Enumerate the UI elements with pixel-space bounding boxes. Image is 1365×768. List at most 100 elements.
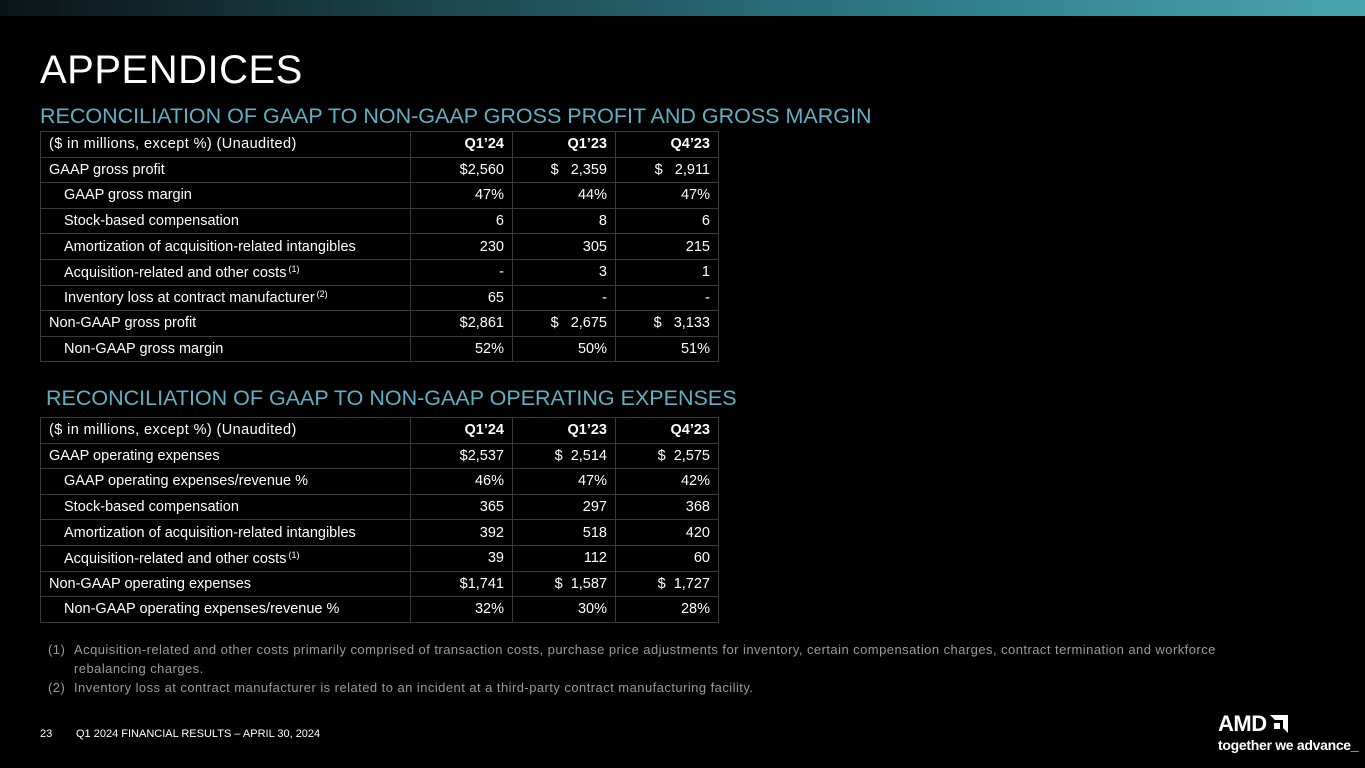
cell-q4-23: $ 2,575 — [615, 442, 719, 470]
cell-q1-23: 8 — [512, 207, 616, 235]
cell-q1-23: 30% — [512, 596, 616, 623]
cell-q1-23: 3 — [512, 258, 616, 286]
operating-expenses-table: ($ in millions, except %) (Unaudited) Q1… — [40, 417, 719, 623]
table-row: Non-GAAP gross profit $2,861 $ 2,675 $ 3… — [40, 310, 719, 337]
cell-q1-24: 52% — [410, 335, 513, 363]
cell-q1-23: 112 — [512, 544, 616, 572]
cell-q1-23: 297 — [512, 493, 616, 521]
logo-wordmark: AMD — [1218, 711, 1267, 736]
row-label: Amortization of acquisition-related inta… — [64, 524, 356, 541]
footer-text: Q1 2024 FINANCIAL RESULTS – APRIL 30, 20… — [76, 728, 321, 740]
cell-q1-23: 50% — [512, 335, 616, 363]
operating-expenses-section-title: RECONCILIATION OF GAAP TO NON-GAAP OPERA… — [46, 386, 737, 410]
cell-q4-23: 6 — [615, 207, 719, 235]
table-row: GAAP gross margin 47% 44% 47% — [40, 182, 719, 209]
footnote-text: Acquisition-related and other costs prim… — [74, 642, 1216, 676]
header-label: ($ in millions, except %) (Unaudited) — [40, 131, 411, 158]
table-row: Acquisition-related and other costs (1) 3… — [40, 544, 719, 572]
amd-arrow-icon — [1269, 715, 1288, 733]
cell-q4-23: 60 — [615, 544, 719, 572]
header-q1-23: Q1’23 — [512, 417, 616, 444]
footnote-marker: (2) — [48, 680, 66, 695]
gross-profit-section-title: RECONCILIATION OF GAAP TO NON-GAAP GROSS… — [40, 104, 872, 128]
cell-q1-23: $ 2,514 — [512, 442, 616, 470]
cell-q1-24: 46% — [410, 468, 513, 495]
cell-q1-24: $2,537 — [410, 442, 513, 470]
cell-q1-24: $1,741 — [410, 570, 513, 598]
footnote-ref: (2) — [316, 289, 328, 300]
cell-q1-23: $ 1,587 — [512, 570, 616, 598]
cell-q1-24: 230 — [410, 233, 513, 260]
row-label: Non-GAAP gross profit — [40, 310, 411, 337]
header-q4-23: Q4’23 — [615, 131, 719, 158]
header-q1-24: Q1’24 — [410, 417, 513, 444]
table-row: Stock-based compensation 6 8 6 — [40, 207, 719, 235]
cell-q1-24: - — [410, 258, 513, 286]
row-label: Non-GAAP operating expenses/revenue % — [64, 601, 340, 618]
cell-q4-23: 51% — [615, 335, 719, 363]
cell-q1-23: 47% — [512, 468, 616, 495]
cell-q1-23: 44% — [512, 182, 616, 209]
cell-q1-23: - — [512, 284, 616, 312]
footnotes: (1) Acquisition-related and other costs … — [48, 640, 1288, 697]
footnote: (2) Inventory loss at contract manufactu… — [48, 678, 1288, 697]
row-label: Amortization of acquisition-related inta… — [64, 238, 356, 255]
footnote: (1) Acquisition-related and other costs … — [48, 640, 1288, 678]
cell-q1-23: $ 2,359 — [512, 156, 616, 184]
cell-q1-24: $2,861 — [410, 310, 513, 337]
cell-q1-23: $ 2,675 — [512, 310, 616, 337]
amd-logo: AMD together we advance_ — [1218, 711, 1359, 754]
row-label: Inventory loss at contract manufacturer — [64, 290, 315, 307]
row-label: GAAP operating expenses — [40, 442, 411, 470]
page-title: APPENDICES — [40, 48, 303, 92]
cell-q4-23: 47% — [615, 182, 719, 209]
header-label: ($ in millions, except %) (Unaudited) — [40, 417, 411, 444]
cell-q4-23: - — [615, 284, 719, 312]
table-row: GAAP operating expenses/revenue % 46% 47… — [40, 468, 719, 495]
table-row: GAAP operating expenses $2,537 $ 2,514 $… — [40, 442, 719, 470]
table-row: Amortization of acquisition-related inta… — [40, 519, 719, 546]
table-header-row: ($ in millions, except %) (Unaudited) Q1… — [40, 417, 719, 444]
page-number: 23 — [40, 728, 53, 740]
gross-profit-table: ($ in millions, except %) (Unaudited) Q1… — [40, 131, 719, 363]
row-label: GAAP operating expenses/revenue % — [64, 473, 308, 490]
footnote-ref: (1) — [288, 263, 300, 274]
table-row: Non-GAAP operating expenses $1,741 $ 1,5… — [40, 570, 719, 598]
row-label: Non-GAAP gross margin — [64, 341, 224, 358]
cell-q1-24: 392 — [410, 519, 513, 546]
cell-q1-23: 305 — [512, 233, 616, 260]
header-q4-23: Q4’23 — [615, 417, 719, 444]
row-label: GAAP gross profit — [40, 156, 411, 184]
cell-q4-23: 1 — [615, 258, 719, 286]
top-gradient-bar — [0, 0, 1365, 16]
cell-q1-24: 365 — [410, 493, 513, 521]
row-label: Non-GAAP operating expenses — [40, 570, 411, 598]
cell-q4-23: $ 3,133 — [615, 310, 719, 337]
table-row: Stock-based compensation 365 297 368 — [40, 493, 719, 521]
cell-q4-23: 42% — [615, 468, 719, 495]
cell-q4-23: 368 — [615, 493, 719, 521]
footnote-marker: (1) — [48, 642, 66, 657]
cell-q1-24: 6 — [410, 207, 513, 235]
cell-q4-23: 420 — [615, 519, 719, 546]
row-label: Acquisition-related and other costs — [64, 550, 287, 567]
cell-q1-24: 65 — [410, 284, 513, 312]
logo-tagline: together we advance_ — [1218, 737, 1359, 753]
row-label: Acquisition-related and other costs — [64, 264, 287, 281]
header-q1-23: Q1’23 — [512, 131, 616, 158]
cell-q4-23: $ 2,911 — [615, 156, 719, 184]
row-label: GAAP gross margin — [64, 187, 192, 204]
row-label: Stock-based compensation — [64, 213, 239, 230]
table-row: Non-GAAP gross margin 52% 50% 51% — [40, 335, 719, 363]
cell-q4-23: $ 1,727 — [615, 570, 719, 598]
cell-q1-24: 47% — [410, 182, 513, 209]
cell-q1-23: 518 — [512, 519, 616, 546]
cell-q1-24: $2,560 — [410, 156, 513, 184]
header-q1-24: Q1’24 — [410, 131, 513, 158]
table-header-row: ($ in millions, except %) (Unaudited) Q1… — [40, 131, 719, 158]
cell-q4-23: 215 — [615, 233, 719, 260]
table-row: GAAP gross profit $2,560 $ 2,359 $ 2,911 — [40, 156, 719, 184]
table-row: Inventory loss at contract manufacturer(… — [40, 284, 719, 312]
footnote-ref: (1) — [288, 549, 300, 560]
cell-q1-24: 32% — [410, 596, 513, 623]
